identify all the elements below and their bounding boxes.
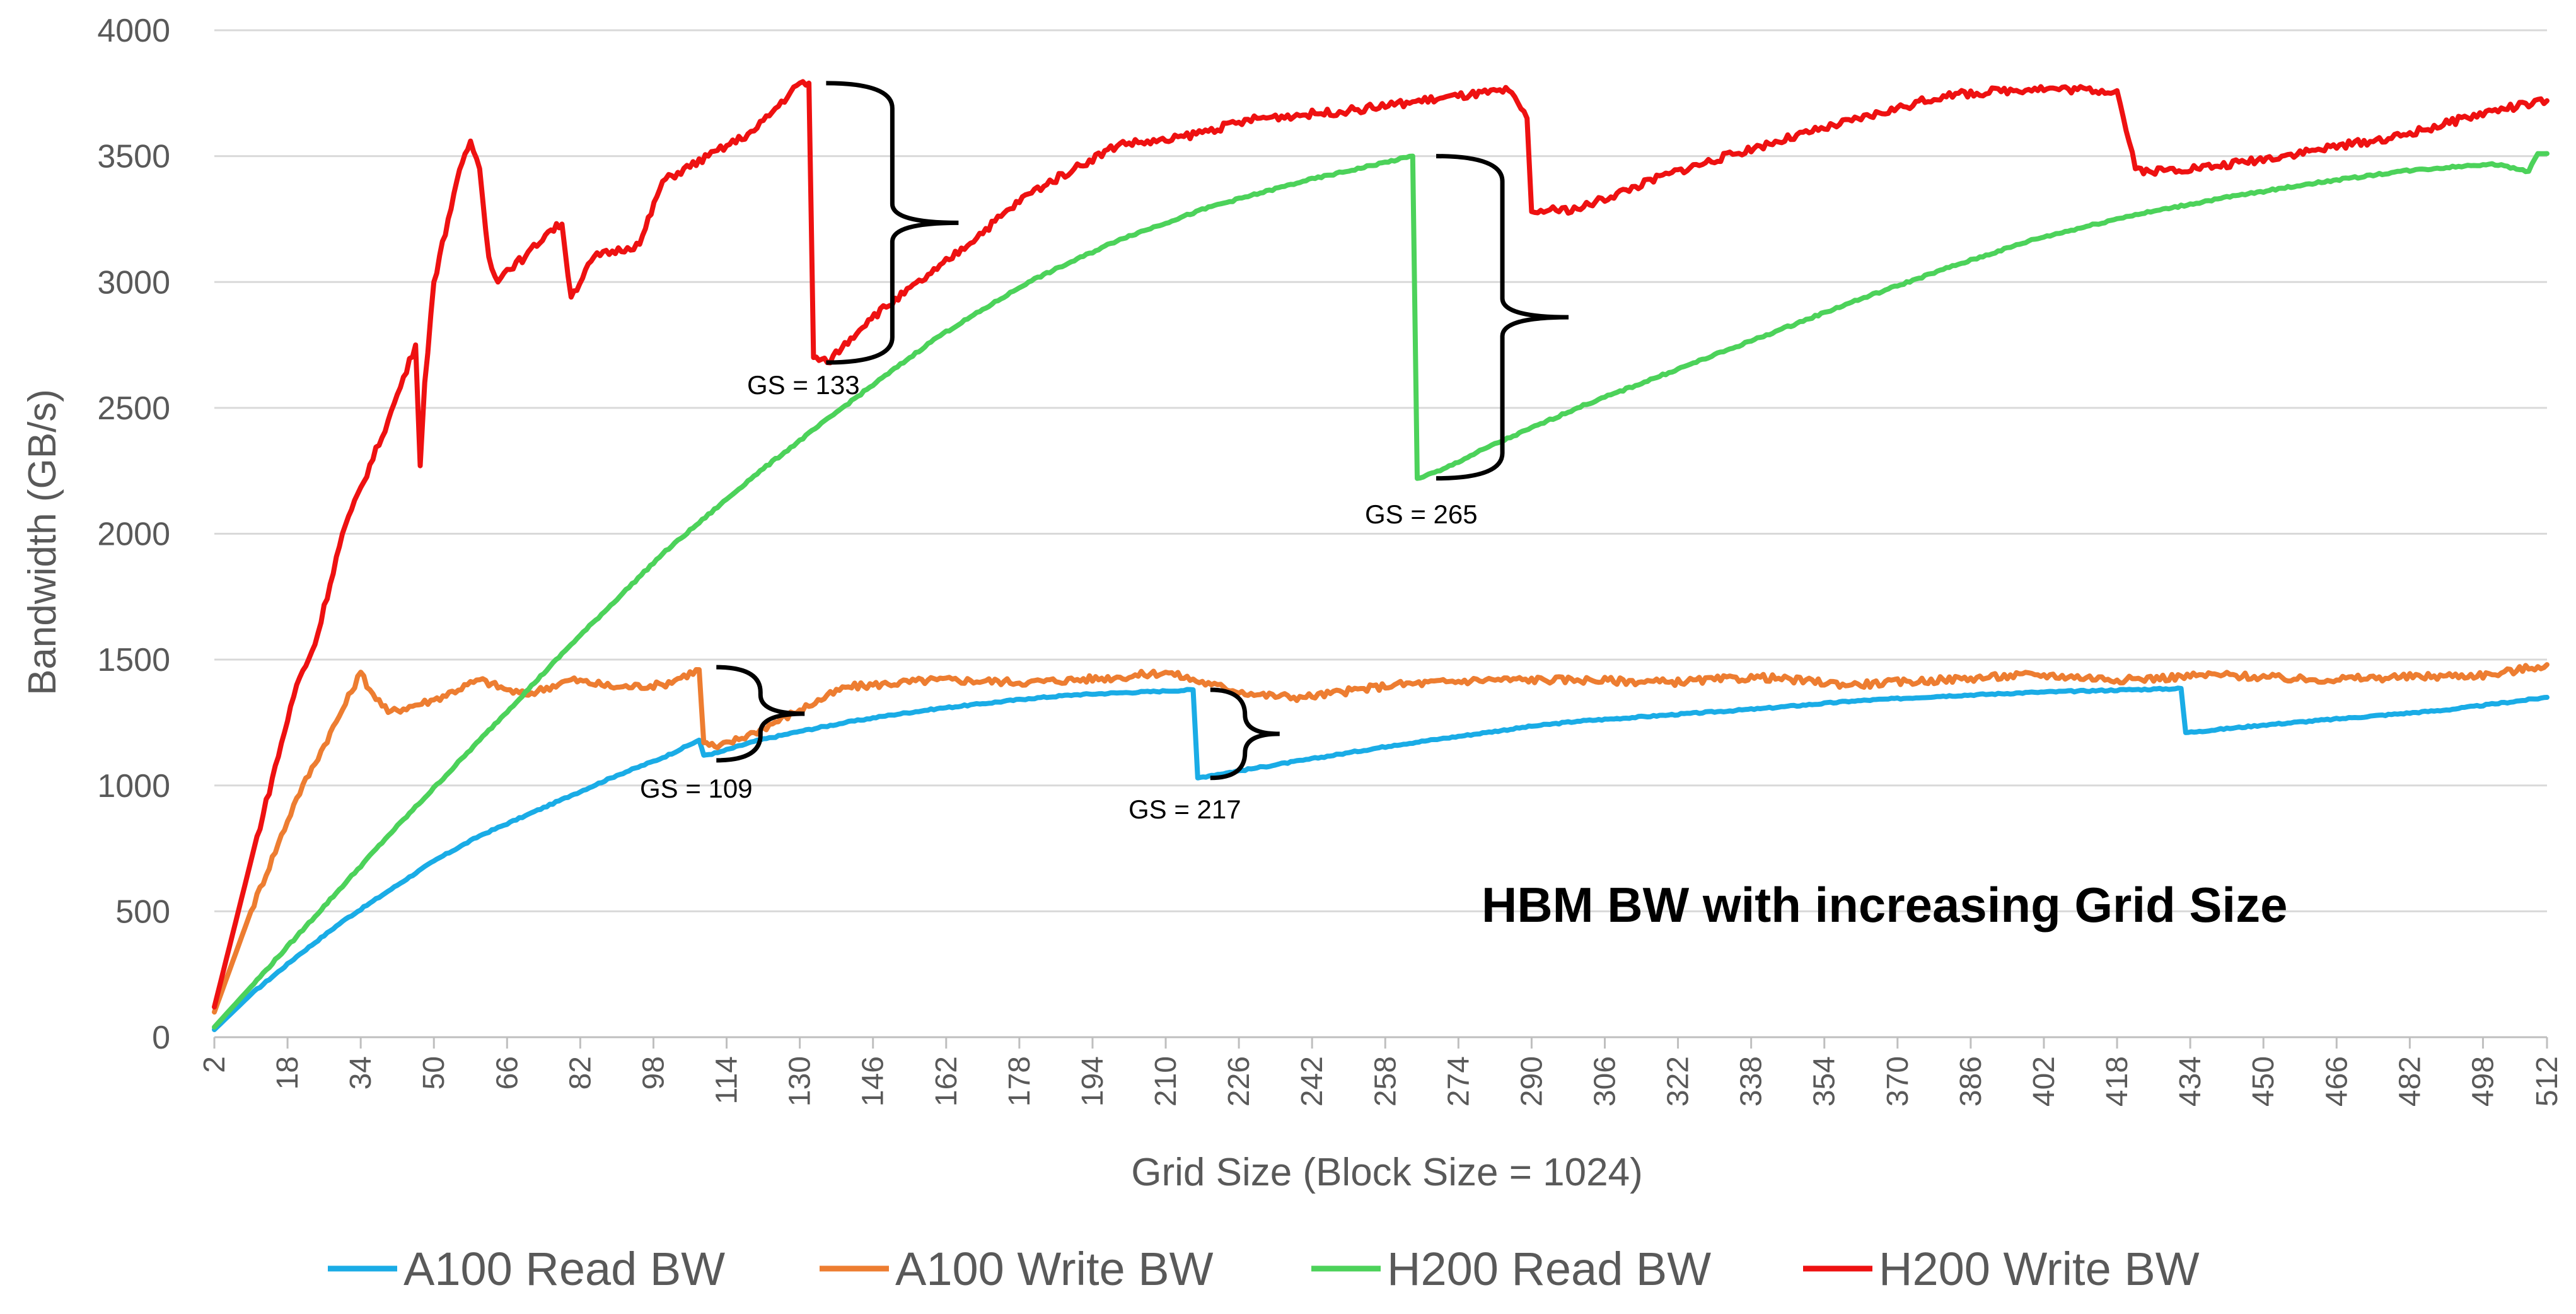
y-tick-3500: 3500 bbox=[97, 139, 170, 175]
x-tick-466: 466 bbox=[2320, 1056, 2353, 1107]
y-tick-4000: 4000 bbox=[97, 13, 170, 49]
annotation-gs-109: GS = 109 bbox=[640, 774, 753, 803]
x-tick-386: 386 bbox=[1954, 1056, 1988, 1107]
y-tick-2500: 2500 bbox=[97, 390, 170, 427]
x-tick-2: 2 bbox=[198, 1056, 231, 1073]
x-tick-322: 322 bbox=[1662, 1056, 1695, 1107]
x-tick-338: 338 bbox=[1735, 1056, 1768, 1107]
x-tick-290: 290 bbox=[1515, 1056, 1548, 1107]
x-tick-162: 162 bbox=[930, 1056, 963, 1107]
x-axis-title: Grid Size (Block Size = 1024) bbox=[1131, 1151, 1643, 1194]
series-line-1 bbox=[212, 662, 2550, 1015]
y-tick-2000: 2000 bbox=[97, 516, 170, 553]
x-tick-34: 34 bbox=[344, 1056, 378, 1090]
x-tick-306: 306 bbox=[1588, 1056, 1622, 1107]
y-tick-0: 0 bbox=[152, 1020, 170, 1056]
x-tick-498: 498 bbox=[2466, 1056, 2500, 1107]
series-line-0 bbox=[212, 685, 2550, 1032]
y-axis-title: Bandwidth (GB/s) bbox=[21, 389, 64, 695]
x-tick-450: 450 bbox=[2247, 1056, 2280, 1107]
gridlines bbox=[214, 29, 2547, 1038]
x-tick-370: 370 bbox=[1881, 1056, 1915, 1107]
x-tick-418: 418 bbox=[2101, 1056, 2134, 1107]
x-tick-482: 482 bbox=[2393, 1056, 2427, 1107]
brace-a100-write bbox=[716, 665, 805, 763]
x-tick-66: 66 bbox=[490, 1056, 524, 1090]
brace-h200-read bbox=[1436, 154, 1569, 481]
x-tick-98: 98 bbox=[637, 1056, 670, 1090]
y-tick-1500: 1500 bbox=[97, 642, 170, 678]
x-tick-258: 258 bbox=[1369, 1056, 1402, 1107]
annotation-gs-265: GS = 265 bbox=[1365, 499, 1478, 529]
x-tick-274: 274 bbox=[1442, 1056, 1475, 1107]
legend-label-0: A100 Read BW bbox=[403, 1243, 725, 1295]
brace-a100-read bbox=[1210, 687, 1280, 781]
y-tick-1000: 1000 bbox=[97, 768, 170, 805]
x-tick-114: 114 bbox=[711, 1056, 744, 1105]
x-tick-354: 354 bbox=[1808, 1056, 1842, 1107]
x-tick-512: 512 bbox=[2531, 1056, 2564, 1107]
annotation-gs-133: GS = 133 bbox=[747, 370, 860, 400]
x-tick-210: 210 bbox=[1149, 1056, 1183, 1107]
series-line-2 bbox=[212, 151, 2550, 1030]
annotations: GS = 133 GS = 265 GS = 109 GS = 217 bbox=[640, 370, 1478, 824]
chart-title: HBM BW with increasing Grid Size bbox=[1482, 877, 2287, 933]
x-tick-146: 146 bbox=[857, 1056, 890, 1107]
x-tick-402: 402 bbox=[2028, 1056, 2061, 1107]
y-tick-labels: 0 500 1000 1500 2000 2500 3000 3500 4000 bbox=[97, 13, 170, 1056]
x-tick-194: 194 bbox=[1076, 1056, 1110, 1107]
x-tick-50: 50 bbox=[417, 1056, 451, 1090]
series-line-3 bbox=[212, 79, 2550, 1010]
legend-label-3: H200 Write BW bbox=[1879, 1243, 2200, 1295]
x-tick-434: 434 bbox=[2174, 1056, 2207, 1107]
x-tick-82: 82 bbox=[564, 1056, 597, 1090]
legend: A100 Read BW A100 Write BW H200 Read BW H20… bbox=[328, 1243, 2200, 1295]
legend-label-2: H200 Read BW bbox=[1387, 1243, 1711, 1295]
x-tick-242: 242 bbox=[1296, 1056, 1329, 1107]
legend-label-1: A100 Write BW bbox=[895, 1243, 1214, 1295]
y-tick-500: 500 bbox=[115, 893, 170, 930]
brace-h200-write bbox=[826, 81, 959, 365]
series-lines bbox=[212, 79, 2550, 1032]
x-tick-178: 178 bbox=[1003, 1056, 1036, 1107]
x-tick-226: 226 bbox=[1222, 1056, 1256, 1107]
x-tick-labels: 2 18 34 50 66 82 98 114 130 146 162 178 194 210 226 242… bbox=[198, 1037, 2564, 1107]
x-tick-18: 18 bbox=[271, 1056, 305, 1090]
y-tick-3000: 3000 bbox=[97, 264, 170, 301]
x-tick-130: 130 bbox=[784, 1056, 817, 1107]
annotation-gs-217: GS = 217 bbox=[1128, 794, 1241, 824]
